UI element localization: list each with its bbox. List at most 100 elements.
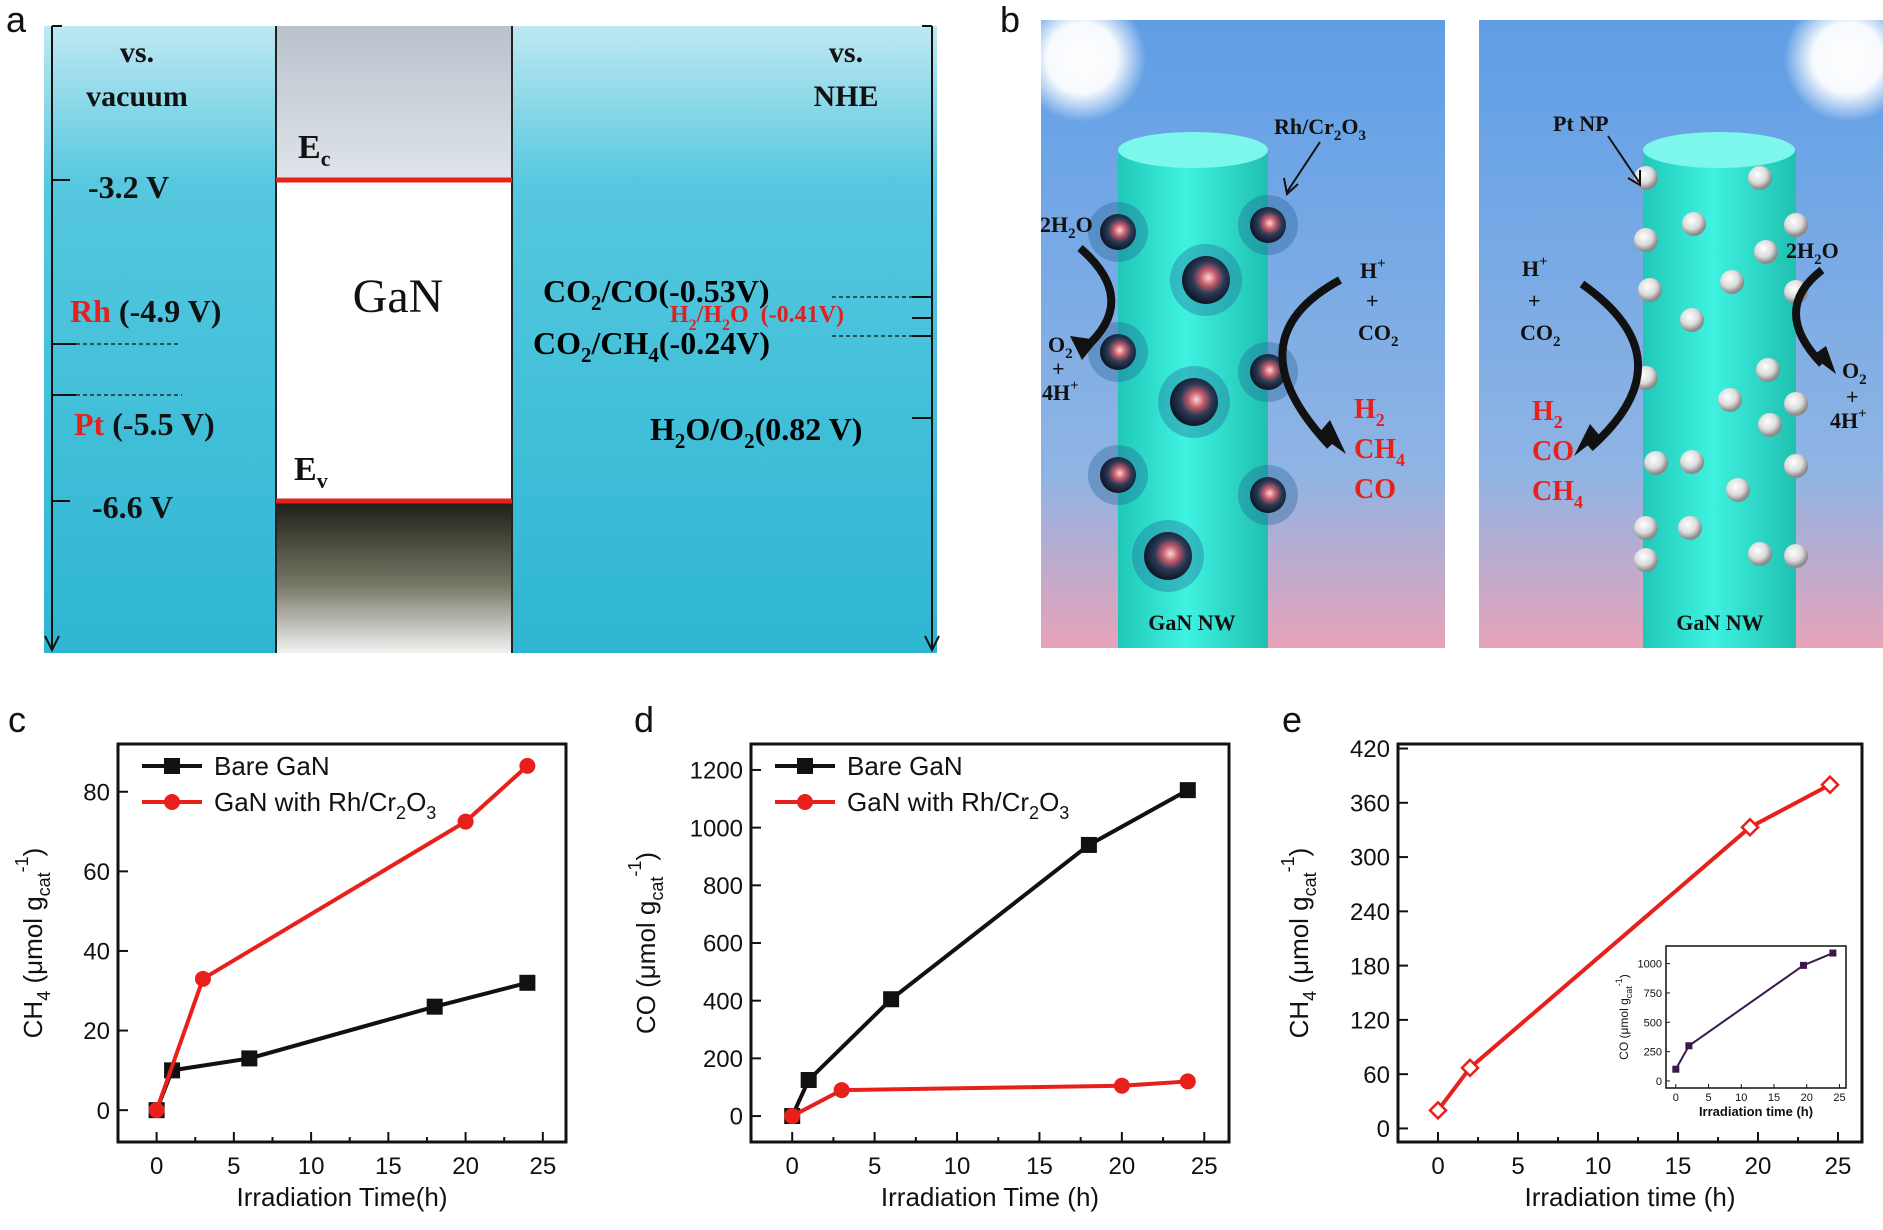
chart-e-ytick-label-5: 300 (1350, 845, 1390, 872)
pt-particle-20 (1678, 516, 1702, 540)
chart-c-xtick-label-4: 20 (452, 1153, 479, 1180)
plus-product-left: + (1052, 356, 1065, 381)
pt-particle-21 (1748, 542, 1772, 566)
chart-d-ytick-label-0: 0 (730, 1104, 743, 1131)
chart-d-xtick-label-4: 20 (1109, 1153, 1136, 1180)
redox-label-1: H2/H2O (-0.41V) (670, 302, 844, 334)
panel-a-energy-diagram: vs. vacuum vs. NHE -3.2 V -6.6 V Rh (-4.… (44, 25, 940, 653)
chart-d-legend-label-0: Bare GaN (847, 751, 963, 781)
pt-particle-0 (1634, 166, 1658, 190)
rh-pointer-head (1283, 177, 1299, 196)
reduction-arrow-left (1278, 276, 1342, 449)
proton-reactant-left: H+ (1360, 256, 1386, 283)
pt-particle-16 (1680, 450, 1704, 474)
chart-c-point-0-4 (519, 974, 536, 991)
pt-pointer-head (1627, 170, 1641, 187)
vacuum-axis-arrow (44, 635, 60, 653)
panel-label-a: a (6, 0, 27, 40)
chart-c-point-1-3 (519, 757, 536, 774)
chart-e-point-0-3 (1820, 774, 1840, 795)
chart-c-ytick-label-1: 20 (83, 1018, 110, 1045)
chart-d-ytick-label-2: 400 (703, 988, 743, 1015)
proton-reactant-right: H+ (1522, 254, 1548, 281)
inset-ytick-label-1: 250 (1644, 1047, 1662, 1059)
panel-label-e: e (1282, 699, 1302, 740)
pt-particle-4 (1634, 228, 1658, 252)
redox-label-2: CO2/CH4(-0.24V) (533, 325, 770, 367)
material-label: GaN (353, 270, 444, 323)
nanowire-label-right: GaN NW (1676, 610, 1763, 635)
pt-pointer-line (1607, 135, 1640, 183)
pt-particle-6 (1720, 270, 1744, 294)
chart-d-xlabel: Irradiation Time (h) (881, 1182, 1099, 1212)
redox-label-3: H2O/O2(0.82 V) (650, 411, 862, 453)
pt-particle-1 (1748, 166, 1772, 190)
inset-xtick-label-2: 10 (1735, 1092, 1747, 1104)
chart-e-ylabel: CH4 (μmol gcat-1) (1278, 848, 1320, 1039)
chart-d-legend-label-1: GaN with Rh/Cr2O3 (847, 787, 1069, 823)
inset-xtick-label-0: 0 (1673, 1092, 1679, 1104)
chart-e-ytick-label-3: 180 (1350, 953, 1390, 980)
chart-e: 0 5 10 15 20 25060120180240300360420Irradiati… (1278, 736, 1864, 1212)
pt-particle-17 (1784, 454, 1808, 478)
chart-d-ytick-label-6: 1200 (690, 758, 743, 785)
plus-reactant-right: + (1528, 288, 1541, 313)
pt-particle-15 (1644, 451, 1668, 475)
chart-e-xtick-label-4: 20 (1745, 1153, 1772, 1180)
chart-c-xtick-label-1: 5 (227, 1153, 240, 1180)
chart-d-point-0-4 (1179, 782, 1196, 799)
cb-value: -3.2 V (88, 169, 169, 205)
products-right-item-0: H2 (1532, 396, 1563, 432)
chart-c-ytick-label-4: 80 (83, 779, 110, 806)
chart-d-point-0-3 (1080, 836, 1097, 853)
inset-point-3 (1829, 949, 1837, 957)
chart-e-xtick-label-0: 0 (1431, 1153, 1444, 1180)
chart-d-legend-marker-1 (797, 794, 813, 810)
rh-label: Rh (-4.9 V) (70, 293, 221, 329)
chart-c-point-1-1 (194, 970, 211, 987)
rh-particle-1 (1250, 207, 1286, 243)
chart-e-ytick-label-7: 420 (1350, 736, 1390, 763)
pt-particle-7 (1638, 278, 1662, 302)
pt-particle-13 (1784, 392, 1808, 416)
chart-c-xtick-label-2: 10 (298, 1153, 325, 1180)
chart-e-ytick-label-4: 240 (1350, 899, 1390, 926)
products-right: H2 CO CH4 (1532, 396, 1583, 512)
chart-e-ytick-label-6: 360 (1350, 790, 1390, 817)
chart-d-xtick-label-1: 5 (868, 1153, 881, 1180)
chart-d-ytick-label-5: 1000 (690, 815, 743, 842)
rh-particle-3 (1100, 334, 1136, 370)
oxidation-arrow-left (1077, 244, 1116, 352)
chart-d-xtick-label-3: 15 (1026, 1153, 1053, 1180)
chart-d-ytick-label-3: 600 (703, 931, 743, 958)
rh-particle-6 (1100, 457, 1136, 493)
water-reactant-right: 2H2O (1786, 238, 1839, 268)
reduction-arrow-left-head (1318, 420, 1346, 454)
chart-e-xtick-label-5: 25 (1825, 1153, 1852, 1180)
nhe-header-2: NHE (813, 80, 878, 113)
chart-d-ytick-label-4: 800 (703, 873, 743, 900)
nhe-header-1: vs. (829, 36, 863, 69)
inset-ytick-label-3: 750 (1644, 988, 1662, 1000)
nanowire-right (1634, 132, 1808, 648)
chart-c-point-0-2 (241, 1050, 258, 1067)
inset-ylabel: CO (μmol gcat-1) (1614, 974, 1634, 1060)
chart-e-series-line-0 (1436, 782, 1831, 1112)
rh-particle-0 (1100, 214, 1136, 250)
inset-frame (1665, 945, 1847, 1089)
redox-label-0: CO2/CO(-0.53V) (543, 273, 769, 315)
pt-particle-10 (1756, 358, 1780, 382)
chart-c-point-0-3 (426, 998, 443, 1015)
vb-value: -6.6 V (92, 489, 173, 525)
chart-c-legend-marker-0 (164, 758, 180, 774)
nanowire-left-top (1118, 132, 1268, 168)
chart-d-point-0-2 (883, 991, 900, 1008)
chart-e-ytick-label-1: 60 (1363, 1062, 1390, 1089)
oxidation-arrow-right-head (1812, 346, 1836, 374)
sun-left (1018, 0, 1146, 122)
chart-c: 0 5 10 15 20 25 0 20 40 60 80 Irradiation Time(h) CH… (12, 742, 568, 1212)
gan-conduction-region (276, 26, 512, 180)
proton-product-left: 4H+ (1042, 378, 1079, 405)
chart-d-point-1-2 (1113, 1077, 1130, 1094)
